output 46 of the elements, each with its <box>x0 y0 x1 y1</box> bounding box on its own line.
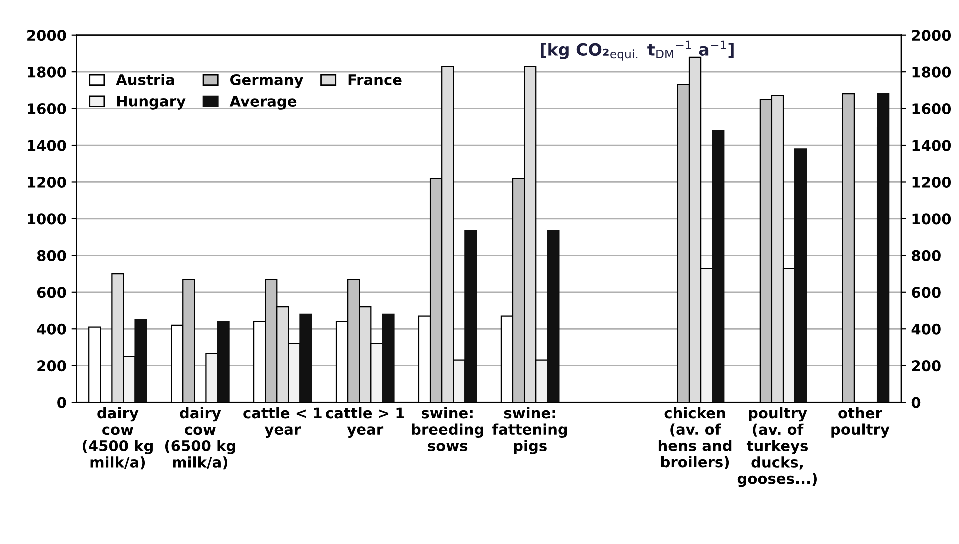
legend-label: Germany <box>230 74 304 88</box>
x-tick-label: swine: breeding sows <box>412 407 484 452</box>
y2-tick-label: 400 <box>912 324 941 335</box>
bar <box>464 230 478 403</box>
y-tick-label: 1800 <box>28 66 66 78</box>
y-tick-label: 600 <box>37 287 66 298</box>
x-tick-label: cattle > 1 year <box>326 407 404 438</box>
bar <box>876 94 890 403</box>
y2-tick-label: 600 <box>912 287 941 298</box>
legend-label: Hungary <box>117 96 186 110</box>
y2-tick-label: 0 <box>912 397 921 408</box>
y2-tick-label: 200 <box>912 360 941 372</box>
x-tick-label: poultry (av. of turkeys ducks, gooses...) <box>738 407 818 488</box>
bar <box>794 148 808 403</box>
y-tick-label: 2000 <box>28 30 66 42</box>
x-tick-label: dairy cow (6500 kg milk/a) <box>165 407 236 470</box>
x-tick-label: dairy cow (4500 kg milk/a) <box>82 407 153 470</box>
y2-tick-label: 1400 <box>912 140 952 152</box>
y2-tick-label: 1600 <box>912 104 952 115</box>
bar <box>134 319 148 403</box>
legend-label: Austria <box>116 74 174 86</box>
bar <box>712 130 725 403</box>
bar <box>382 314 395 403</box>
chart-title: [kg CO₂$_{equi.}$ t$_{DM}$$^{−1}$ a$^{−1}$] <box>541 40 734 61</box>
y2-tick-label: 1800 <box>912 66 952 78</box>
y2-tick-label: 1000 <box>912 214 952 225</box>
y-tick-label: 1000 <box>28 214 66 225</box>
legend-label: Average <box>230 96 297 110</box>
x-tick-label: chicken (av. of hens and broilers) <box>658 407 732 470</box>
y2-tick-label: 2000 <box>912 30 952 42</box>
y-tick-label: 400 <box>37 324 66 335</box>
y-tick-label: 200 <box>38 360 66 372</box>
y-tick-label: 800 <box>37 250 66 262</box>
y-tick-label: 1600 <box>28 104 66 115</box>
bar <box>217 321 230 403</box>
legend-label: France <box>348 74 402 86</box>
bar <box>547 230 560 403</box>
y-tick-label: 1400 <box>28 140 66 152</box>
x-tick-label: cattle < 1 year <box>244 407 322 438</box>
y2-tick-label: 800 <box>912 250 941 262</box>
x-tick-label: swine: fattening pigs <box>492 407 568 454</box>
y-tick-label: 0 <box>58 397 66 408</box>
x-tick-label: other poultry <box>832 407 890 438</box>
y2-tick-label: 1200 <box>912 176 952 188</box>
bar <box>300 314 312 403</box>
y-tick-label: 1200 <box>28 176 66 188</box>
